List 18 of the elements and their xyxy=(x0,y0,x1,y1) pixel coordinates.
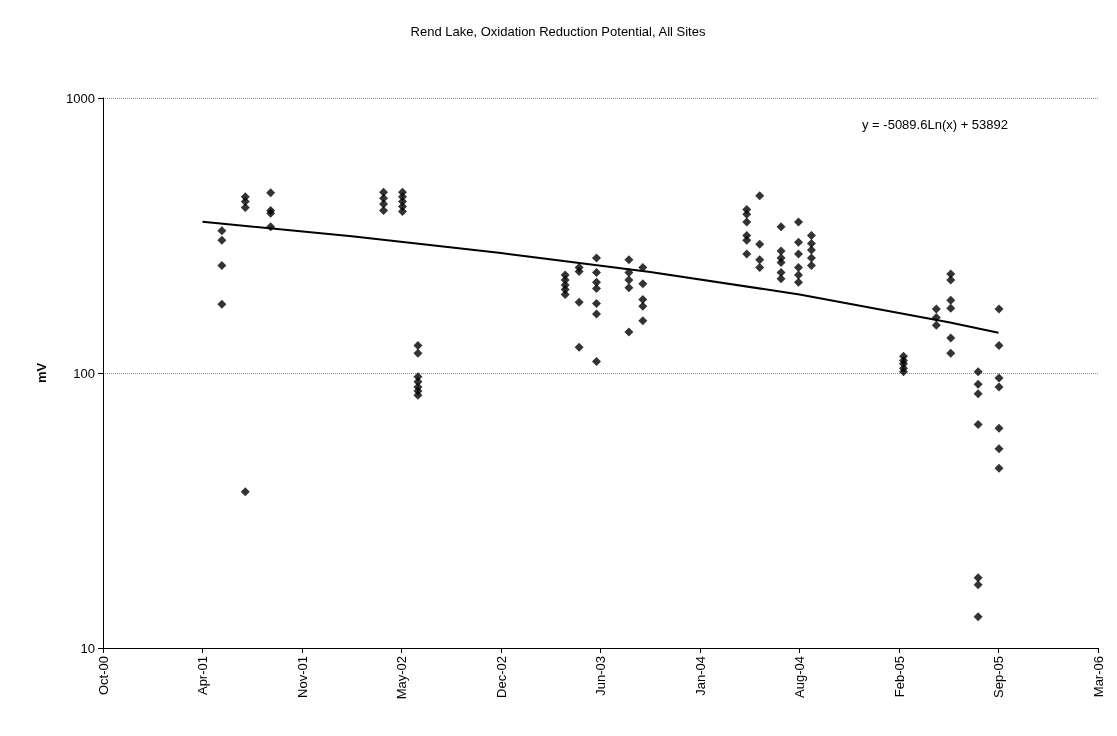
x-tick-label: Jan-04 xyxy=(692,656,708,696)
x-tick-label: Jun-03 xyxy=(593,656,608,696)
x-tick-label: Apr-01 xyxy=(195,656,210,696)
x-tick-label: Dec-02 xyxy=(493,656,509,698)
y-axis-title: mV xyxy=(34,362,49,384)
y-tick-label: 10 xyxy=(80,640,95,656)
y-tick-label: 100 xyxy=(73,365,95,381)
annotation: y = -5089.6Ln(x) + 53892 xyxy=(862,117,1009,132)
x-tick-label: Oct-00 xyxy=(95,656,111,696)
y-tick-label: 1000 xyxy=(66,90,95,106)
x-tick-label: Aug-04 xyxy=(792,656,807,698)
x-tick-label: Feb-05 xyxy=(891,656,907,698)
x-tick-label: Sep-05 xyxy=(991,656,1006,698)
x-tick-label: Mar-06 xyxy=(1090,656,1106,698)
x-tick-label: May-02 xyxy=(394,656,409,700)
x-tick-label: Nov-01 xyxy=(294,656,310,698)
line-series xyxy=(201,220,1000,334)
chart-title: Rend Lake, Oxidation Reduction Potential, All Sites xyxy=(410,24,706,39)
